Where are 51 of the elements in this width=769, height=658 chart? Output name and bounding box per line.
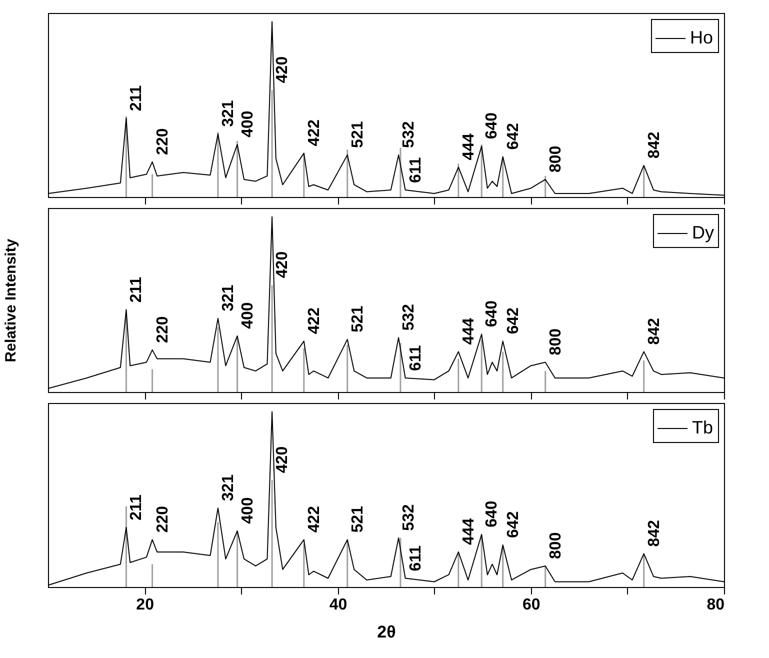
x-tick-label: 60: [522, 596, 540, 614]
annotation: 211: [128, 85, 146, 112]
annotation: 420: [274, 446, 292, 474]
annotation: 444: [460, 518, 478, 545]
annotation: 400: [239, 110, 256, 138]
annotation: 532: [400, 121, 418, 148]
annotation: 640: [484, 500, 501, 528]
annotation: 400: [239, 497, 256, 524]
legend-label: Tb: [692, 418, 714, 438]
annotation: 521: [349, 121, 366, 148]
annotation: 611: [407, 545, 424, 572]
annotation: 842: [646, 520, 663, 547]
x-tick-label: 40: [329, 596, 348, 614]
annotation: 800: [547, 328, 564, 356]
annotation: 642: [504, 122, 522, 150]
x-tick-label: 20: [136, 596, 154, 614]
annotation: 211: [128, 494, 146, 520]
annotation: 642: [504, 511, 522, 538]
annotation: 611: [407, 157, 424, 183]
annotation: 532: [400, 304, 418, 331]
annotation: 321: [220, 100, 237, 127]
annotation: 220: [154, 128, 172, 155]
annotation: 642: [504, 307, 522, 334]
annotation: 400: [239, 302, 256, 329]
legend-label: Dy: [692, 222, 714, 242]
x-axis-title: 2θ: [377, 622, 396, 642]
annotation: 422: [306, 119, 323, 146]
annotation: 321: [220, 284, 237, 312]
annotation: 640: [484, 112, 501, 140]
annotation: 800: [547, 532, 564, 559]
annotation: 420: [274, 56, 292, 84]
annotation: 211: [128, 276, 146, 303]
annotation: 842: [646, 132, 663, 158]
legend-label: Ho: [690, 28, 714, 48]
annotation: 521: [349, 306, 366, 332]
annotation: 422: [306, 307, 323, 334]
annotation: 444: [460, 318, 478, 345]
annotation: 521: [349, 506, 366, 533]
annotation: 422: [306, 506, 323, 533]
annotation: 800: [547, 146, 564, 172]
annotation: 444: [460, 133, 478, 160]
annotation: 321: [220, 474, 237, 502]
x-tick-label: 80: [706, 596, 725, 614]
annotation: 842: [646, 318, 663, 345]
annotation: 611: [407, 345, 424, 371]
annotation: 220: [154, 316, 172, 343]
annotation: 220: [154, 506, 172, 533]
annotation: 420: [274, 251, 292, 278]
annotation: 640: [484, 300, 501, 328]
annotation: 532: [400, 504, 418, 531]
y-axis-title: Relative Intensity: [2, 238, 20, 362]
